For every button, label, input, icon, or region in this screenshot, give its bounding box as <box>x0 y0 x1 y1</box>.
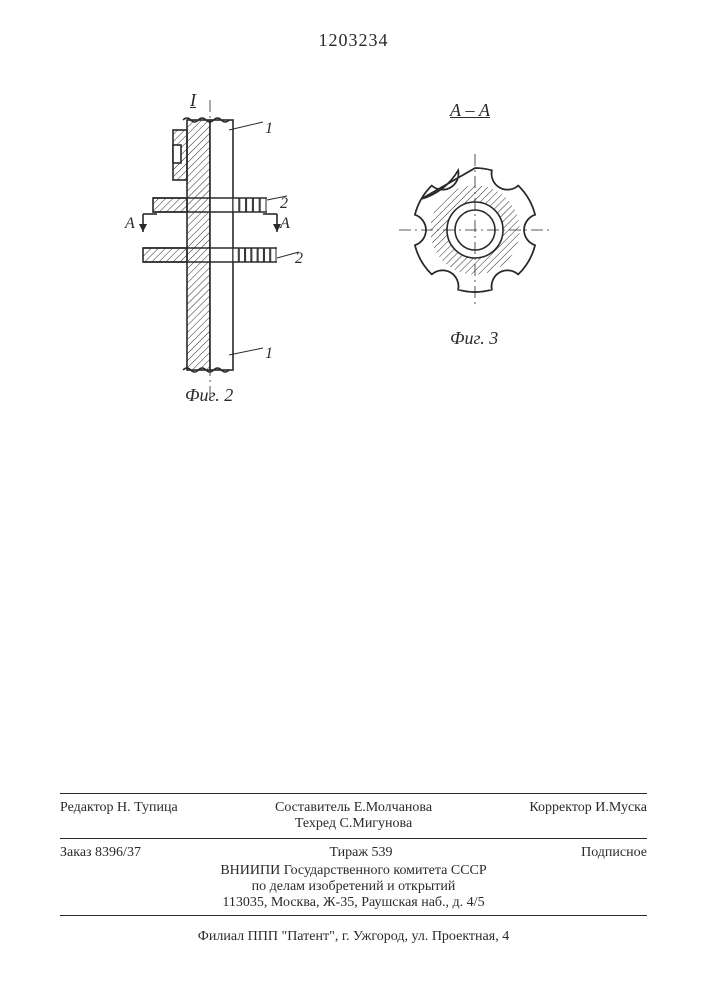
podpisnoe: Подписное <box>581 845 647 861</box>
filial-line: Филиал ППП "Патент", г. Ужгород, ул. Про… <box>60 929 647 945</box>
rule-bottom <box>60 915 647 916</box>
techred-line: Техред С.Мигунова <box>295 816 412 831</box>
section-A-right: А <box>280 215 290 233</box>
rule-top <box>60 793 647 794</box>
org-line-1: ВНИИПИ Государственного комитета СССР <box>60 863 647 879</box>
address-line: 113035, Москва, Ж-35, Раушская наб., д. … <box>60 895 647 911</box>
ref-1-bottom: 1 <box>265 345 273 363</box>
corrector-line: Корректор И.Муска <box>529 800 647 832</box>
fig2-caption: Фиг. 2 <box>185 385 233 406</box>
editor-line: Редактор Н. Тупица <box>60 800 178 832</box>
ref-1-top: 1 <box>265 120 273 138</box>
tirazh: Тираж 539 <box>329 845 392 861</box>
order-number: Заказ 8396/37 <box>60 845 141 861</box>
fig3-caption: Фиг. 3 <box>450 328 498 349</box>
imprint-block: Редактор Н. Тупица Составитель Е.Молчано… <box>60 789 647 920</box>
figures-area: I А – А 1 2 А А 2 1 Фиг. 2 Фиг. 3 <box>0 80 707 400</box>
rule-mid <box>60 838 647 839</box>
ref-2-top: 2 <box>280 195 288 213</box>
section-label-aa: А – А <box>450 100 490 121</box>
figure-3 <box>375 130 575 330</box>
section-A-left: А <box>125 215 135 233</box>
compiler-line: Составитель Е.Молчанова <box>275 800 432 815</box>
document-number: 1203234 <box>0 30 707 51</box>
ref-2-bottom: 2 <box>295 250 303 268</box>
org-line-2: по делам изобретений и открытий <box>60 879 647 895</box>
patent-page: 1203234 I А – А 1 2 А А 2 1 Фиг. 2 Фиг. … <box>0 0 707 1000</box>
